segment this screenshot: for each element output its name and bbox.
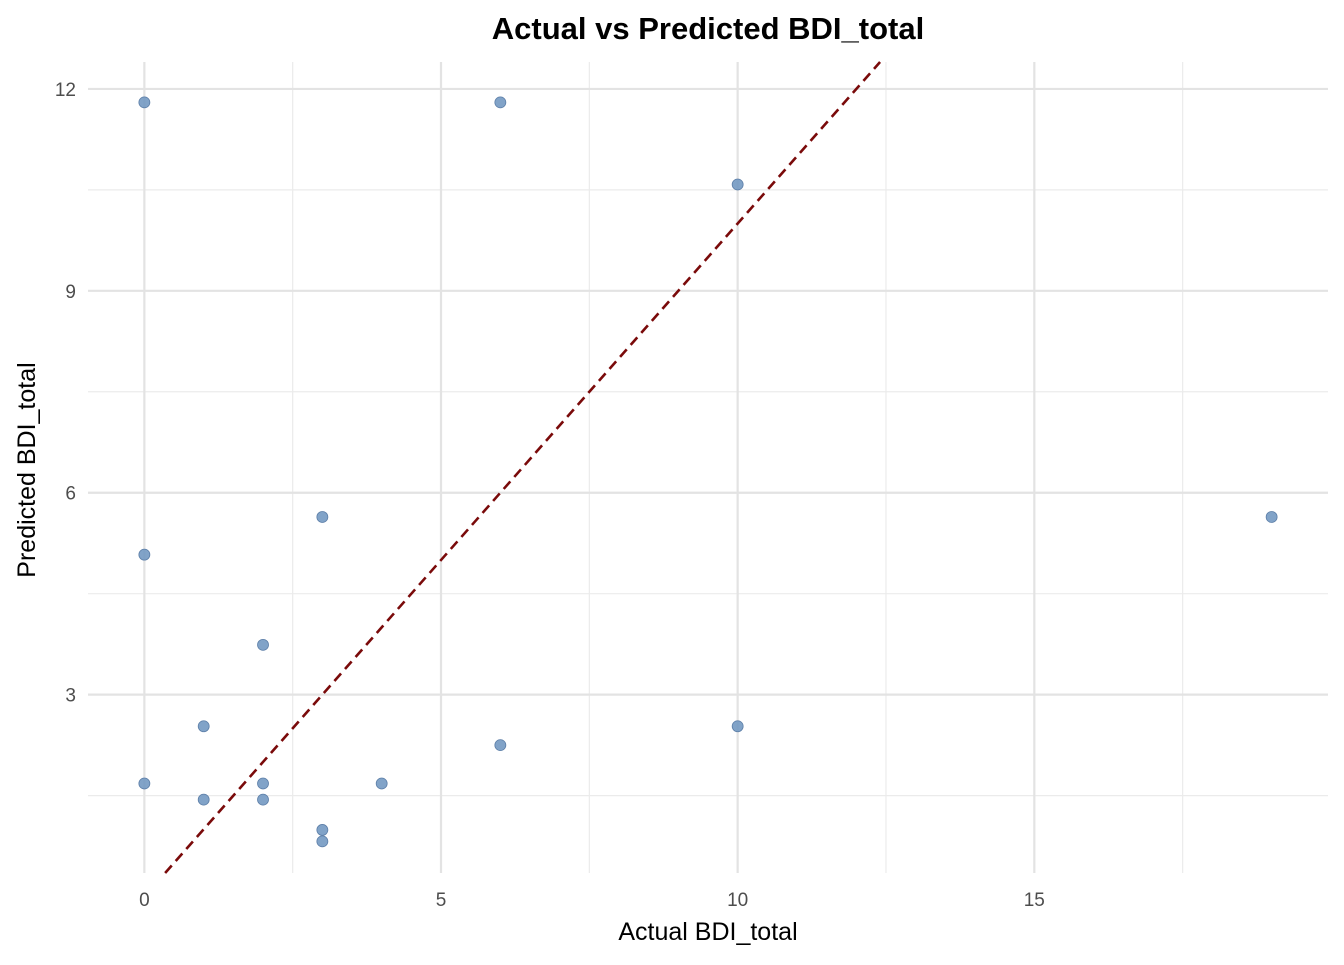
data-point-5	[138, 548, 151, 561]
data-point-16	[316, 835, 329, 848]
x-axis-title: Actual BDI_total	[618, 918, 797, 946]
data-point-9	[494, 739, 507, 752]
data-point-4	[316, 511, 329, 523]
x-tick-label-3: 15	[1024, 890, 1045, 911]
y-tick-label-1: 6	[65, 484, 76, 505]
x-tick-labels: 0 5 10 15	[139, 890, 1045, 911]
major-gridlines	[88, 62, 1328, 873]
x-tick-label-0: 0	[139, 890, 150, 911]
data-point-15	[316, 824, 329, 836]
data-point-7	[197, 720, 210, 733]
data-point-14	[257, 793, 269, 806]
identity-reference-line	[164, 61, 882, 874]
minor-gridlines	[88, 62, 1328, 873]
data-point-6	[257, 638, 269, 651]
data-point-11	[257, 777, 269, 790]
y-axis-title: Predicted BDI_total	[13, 362, 41, 577]
x-tick-label-2: 10	[727, 890, 748, 911]
reference-line-layer	[164, 61, 882, 874]
y-tick-label-2: 9	[65, 282, 76, 303]
data-point-10	[138, 777, 151, 790]
y-tick-label-3: 12	[55, 80, 76, 101]
chart-title: Actual vs Predicted BDI_total	[492, 11, 924, 46]
data-point-8	[731, 720, 744, 733]
data-point-3	[1265, 511, 1278, 523]
x-tick-label-1: 5	[436, 890, 447, 911]
y-tick-labels: 3 6 9 12	[55, 80, 76, 707]
data-points	[138, 96, 1278, 848]
data-point-0	[138, 96, 151, 109]
data-point-13	[197, 793, 210, 806]
data-point-12	[375, 777, 388, 790]
data-point-2	[731, 178, 744, 191]
y-tick-label-0: 3	[65, 686, 76, 707]
data-point-1	[494, 96, 507, 109]
